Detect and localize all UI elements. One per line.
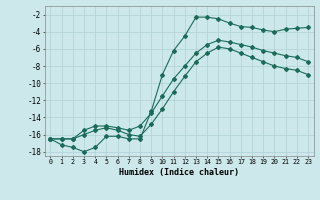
X-axis label: Humidex (Indice chaleur): Humidex (Indice chaleur) — [119, 168, 239, 177]
